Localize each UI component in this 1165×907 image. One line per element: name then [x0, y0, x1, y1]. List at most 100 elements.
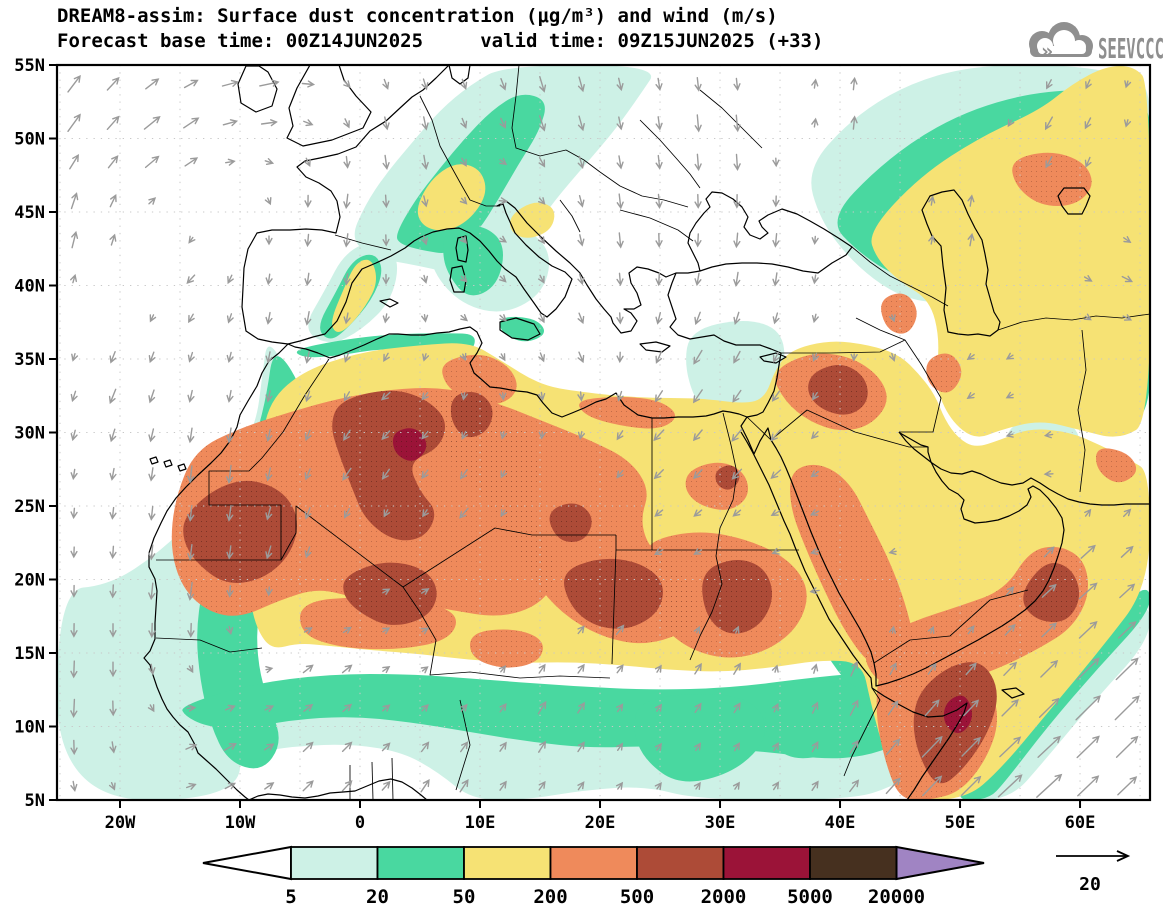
wind-arrow — [341, 664, 353, 674]
wind-arrow — [692, 429, 703, 442]
wind-arrow — [1043, 431, 1054, 439]
wind-arrow — [265, 351, 273, 364]
wind-arrow — [109, 193, 117, 208]
wind-arrow — [382, 273, 390, 285]
wind-arrow — [732, 625, 740, 634]
lat-tick-label: 25N — [14, 497, 45, 517]
coastline — [149, 456, 159, 465]
dust-region-stipple — [332, 390, 446, 541]
wind-arrow — [70, 546, 78, 559]
wind-arrow — [459, 275, 468, 283]
wind-arrow — [538, 391, 546, 402]
wind-arrow — [772, 157, 780, 168]
wind-arrow — [187, 351, 195, 363]
wind-arrow — [421, 195, 429, 208]
seevccc-logo: » SEEVCCC — [1029, 22, 1164, 65]
wind-arrow — [538, 663, 546, 674]
wind-arrow — [69, 153, 79, 170]
wind-arrow — [733, 153, 741, 171]
wind-arrow — [733, 77, 741, 91]
wind-arrow — [733, 271, 741, 287]
wind-arrow — [265, 235, 273, 246]
coastline — [143, 66, 449, 799]
wind-arrow — [809, 509, 820, 516]
wind-arrow — [226, 427, 234, 444]
country-border — [611, 549, 617, 665]
chart-subtitle: Forecast base time: 00Z14JUN2025 valid t… — [57, 30, 824, 52]
wind-arrow — [694, 233, 702, 248]
wind-arrow — [188, 235, 196, 244]
wind-arrow — [498, 353, 506, 362]
map-frame: 55N 50N 45N 40N 35N 30N 25N 20N 15N 10N 5N 20W 10W 0 1… — [14, 56, 1152, 833]
wind-arrow — [577, 351, 585, 364]
wind-arrow — [1005, 391, 1014, 399]
wind-arrow — [303, 703, 314, 712]
coastline — [286, 66, 372, 147]
wind-arrow — [420, 627, 429, 635]
wind-arrow — [772, 272, 780, 287]
wind-arrow — [422, 509, 429, 518]
wind-arrow — [341, 741, 353, 753]
wind-arrow — [616, 116, 624, 131]
wind-arrow — [850, 115, 858, 130]
dust-region-level-3 — [510, 202, 555, 238]
wind-arrow — [733, 662, 741, 675]
wind-arrow — [1084, 117, 1092, 130]
wind-arrow — [967, 232, 975, 247]
wind-arrow — [965, 662, 977, 676]
wind-arrow — [1115, 657, 1139, 681]
lat-tick-label: 55N — [14, 56, 45, 76]
wind-arrow — [539, 76, 547, 93]
wind-arrow — [108, 782, 116, 791]
wind-arrow — [577, 155, 585, 170]
wind-arrow — [731, 468, 743, 480]
wind-arrow — [538, 431, 546, 440]
coastline — [759, 352, 787, 364]
wind-arrow — [772, 742, 779, 752]
wind-arrow — [733, 742, 740, 752]
wind-arrow — [616, 77, 624, 92]
wind-arrow — [694, 702, 702, 713]
dust-region-stipple — [881, 293, 917, 334]
wind-arrow — [888, 314, 896, 323]
wind-arrow — [538, 780, 546, 791]
coastline — [249, 778, 427, 799]
wind-arrow — [260, 119, 278, 127]
colorbar-label: 500 — [620, 886, 654, 907]
colorbar-segment — [722, 846, 811, 880]
wind-arrow — [381, 468, 390, 480]
wind-arrow — [500, 509, 508, 518]
wind-arrow — [227, 274, 234, 285]
country-border — [746, 416, 772, 441]
coastline — [740, 431, 873, 689]
wind-arrow — [460, 78, 468, 91]
wind-arrow — [889, 662, 897, 676]
wind-arrow — [924, 699, 940, 717]
wind-arrow — [70, 390, 78, 403]
wind-arrow — [1078, 582, 1098, 600]
lon-tick-label: 40E — [825, 813, 856, 833]
coastline — [770, 431, 1065, 687]
wind-arrow — [145, 78, 160, 90]
wind-arrow — [304, 546, 312, 559]
wind-arrow — [694, 272, 702, 287]
wind-arrow — [498, 197, 509, 205]
wind-arrow — [187, 427, 195, 444]
wind-arrow — [1123, 236, 1132, 244]
wind-arrow — [771, 547, 780, 555]
wind-arrow — [694, 77, 702, 92]
wind-arrow — [772, 781, 780, 791]
wind-arrow — [67, 74, 81, 93]
colorbar-segment — [636, 846, 725, 880]
wind-arrow — [616, 312, 624, 325]
colorbar-segment — [463, 846, 552, 880]
wind-arrow — [264, 158, 275, 165]
wind-arrow — [654, 742, 662, 751]
wind-arrow — [616, 742, 624, 751]
wind-arrow — [772, 702, 779, 713]
wind-arrow — [499, 702, 507, 713]
wind-arrow — [1084, 508, 1092, 517]
wind-arrow — [186, 665, 194, 674]
wind-arrow — [226, 545, 234, 560]
wind-arrow — [966, 353, 975, 361]
